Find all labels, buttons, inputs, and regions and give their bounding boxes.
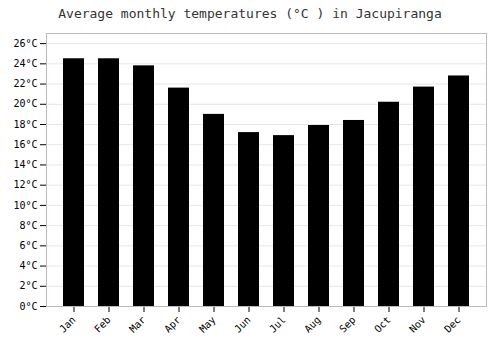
html-text:Average monthly temperatures (: Average monthly temperatures (°C ) in Ja…	[58, 6, 442, 21]
svg-text:22°C: 22°C	[13, 78, 37, 89]
svg-text:Jul: Jul	[267, 314, 288, 335]
svg-text:Oct: Oct	[372, 314, 393, 335]
svg-text:May: May	[197, 314, 218, 335]
svg-text:Apr: Apr	[162, 314, 183, 335]
svg-text:6°C: 6°C	[19, 240, 37, 251]
svg-text:12°C: 12°C	[13, 179, 37, 190]
svg-text:18°C: 18°C	[13, 119, 37, 130]
svg-text:26°C: 26°C	[13, 38, 37, 49]
svg-text:10°C: 10°C	[13, 200, 37, 211]
svg-text:16°C: 16°C	[13, 139, 37, 150]
svg-text:24°C: 24°C	[13, 58, 37, 69]
svg-text:8°C: 8°C	[19, 220, 37, 231]
svg-text:Sep: Sep	[337, 314, 358, 335]
svg-text:2°C: 2°C	[19, 280, 37, 291]
svg-text:Dec: Dec	[442, 314, 463, 335]
svg-text:Feb: Feb	[92, 314, 113, 335]
svg-text:20°C: 20°C	[13, 98, 37, 109]
svg-text:Aug: Aug	[302, 314, 323, 335]
svg-text:Jan: Jan	[57, 314, 78, 335]
svg-text:14°C: 14°C	[13, 159, 37, 170]
svg-text:4°C: 4°C	[19, 260, 37, 271]
svg-text:Mar: Mar	[127, 314, 148, 335]
svg-text:Nov: Nov	[407, 314, 428, 335]
svg-text:0°C: 0°C	[19, 301, 37, 312]
svg-text:Jun: Jun	[232, 314, 253, 335]
